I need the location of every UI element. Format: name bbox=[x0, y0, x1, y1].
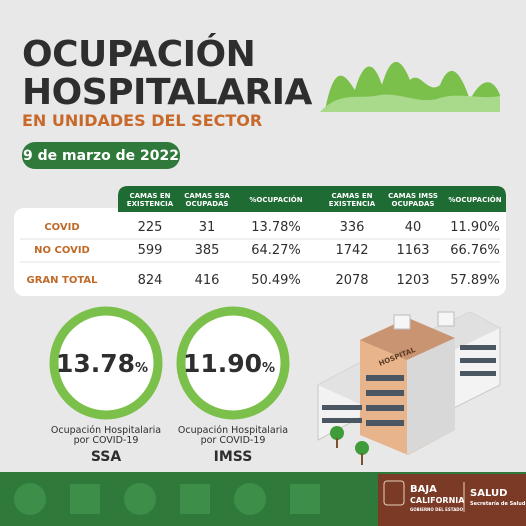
column-header: CAMAS SSA bbox=[184, 192, 230, 200]
row-label: NO COVID bbox=[34, 245, 90, 256]
table-cell: 336 bbox=[340, 220, 365, 235]
column-header: CAMAS EN bbox=[129, 192, 170, 200]
table-cell: 2078 bbox=[335, 273, 368, 288]
footer-pattern bbox=[14, 483, 320, 515]
column-header: EXISTENCIA bbox=[127, 200, 174, 208]
agency-sub: Secretaría de Salud bbox=[470, 500, 526, 507]
state-shield bbox=[383, 480, 405, 506]
date: 9 de marzo de 2022 bbox=[23, 148, 179, 164]
gauge-label: por COVID-19 bbox=[201, 435, 266, 446]
roof-box bbox=[393, 314, 411, 330]
table-cell: 1742 bbox=[335, 243, 368, 258]
column-header: CAMAS IMSS bbox=[388, 192, 438, 200]
table-cell: 824 bbox=[138, 273, 163, 288]
table-cell: 66.76% bbox=[450, 243, 500, 258]
table-cell: 385 bbox=[195, 243, 220, 258]
gauge-label: Ocupación Hospitalaria bbox=[178, 425, 288, 436]
gauge-org: IMSS bbox=[214, 449, 253, 465]
gauge-label: por COVID-19 bbox=[74, 435, 139, 446]
row-label: GRAN TOTAL bbox=[27, 275, 99, 286]
gauge-number: 11.90 bbox=[183, 349, 262, 378]
gauge-unit: % bbox=[262, 361, 275, 376]
tree bbox=[330, 426, 344, 440]
footer-logo-box bbox=[378, 474, 526, 526]
column-header: OCUPADAS bbox=[186, 200, 229, 208]
table-cell: 416 bbox=[195, 273, 220, 288]
gauge-ring bbox=[176, 306, 290, 420]
column-header: %OCUPACIÓN bbox=[448, 195, 501, 204]
gauge-ring bbox=[49, 306, 163, 420]
gauge-org: SSA bbox=[91, 449, 122, 465]
table-cell: 50.49% bbox=[251, 273, 301, 288]
windows bbox=[322, 345, 496, 426]
table-header bbox=[118, 186, 506, 212]
tree-trunk bbox=[361, 453, 363, 465]
state-sub: GOBIERNO DEL ESTADO bbox=[410, 507, 464, 512]
table-cell: 64.27% bbox=[251, 243, 301, 258]
hospital-illustration: HOSPITAL bbox=[317, 311, 501, 465]
gauge-unit: % bbox=[135, 361, 148, 376]
state-name: CALIFORNIA bbox=[410, 496, 465, 505]
table-cell: 13.78% bbox=[251, 220, 301, 235]
subtitle: EN UNIDADES DEL SECTOR bbox=[22, 111, 262, 130]
gauge-value: 13.78% bbox=[56, 349, 148, 378]
table-card-right bbox=[118, 186, 506, 296]
table-cell: 57.89% bbox=[450, 273, 500, 288]
table-cell: 40 bbox=[405, 220, 422, 235]
state-name: BAJA bbox=[410, 484, 437, 495]
column-header: %OCUPACIÓN bbox=[249, 195, 302, 204]
row-label: COVID bbox=[44, 222, 79, 233]
gauge-label: Ocupación Hospitalaria bbox=[51, 425, 161, 436]
gauge-number: 13.78 bbox=[56, 349, 135, 378]
column-header: EXISTENCIA bbox=[329, 200, 376, 208]
agency: SALUD bbox=[470, 488, 507, 499]
title-line: OCUPACIÓN bbox=[22, 33, 255, 75]
tree bbox=[355, 441, 369, 455]
table-cell: 31 bbox=[199, 220, 216, 235]
hills-front bbox=[320, 94, 500, 112]
table-cell: 11.90% bbox=[450, 220, 500, 235]
table-cell: 599 bbox=[138, 243, 163, 258]
date-pill bbox=[22, 142, 180, 169]
tower-roof bbox=[360, 318, 455, 360]
table-cell: 1203 bbox=[396, 273, 429, 288]
gauge-value: 11.90% bbox=[183, 349, 275, 378]
table-cell: 1163 bbox=[396, 243, 429, 258]
tree-trunk bbox=[336, 438, 338, 448]
table-cell: 225 bbox=[138, 220, 163, 235]
roof-box bbox=[437, 311, 455, 327]
title-line: HOSPITALARIA bbox=[22, 72, 312, 113]
column-header: OCUPADAS bbox=[392, 200, 435, 208]
column-header: CAMAS EN bbox=[331, 192, 372, 200]
tower-side bbox=[407, 338, 455, 455]
